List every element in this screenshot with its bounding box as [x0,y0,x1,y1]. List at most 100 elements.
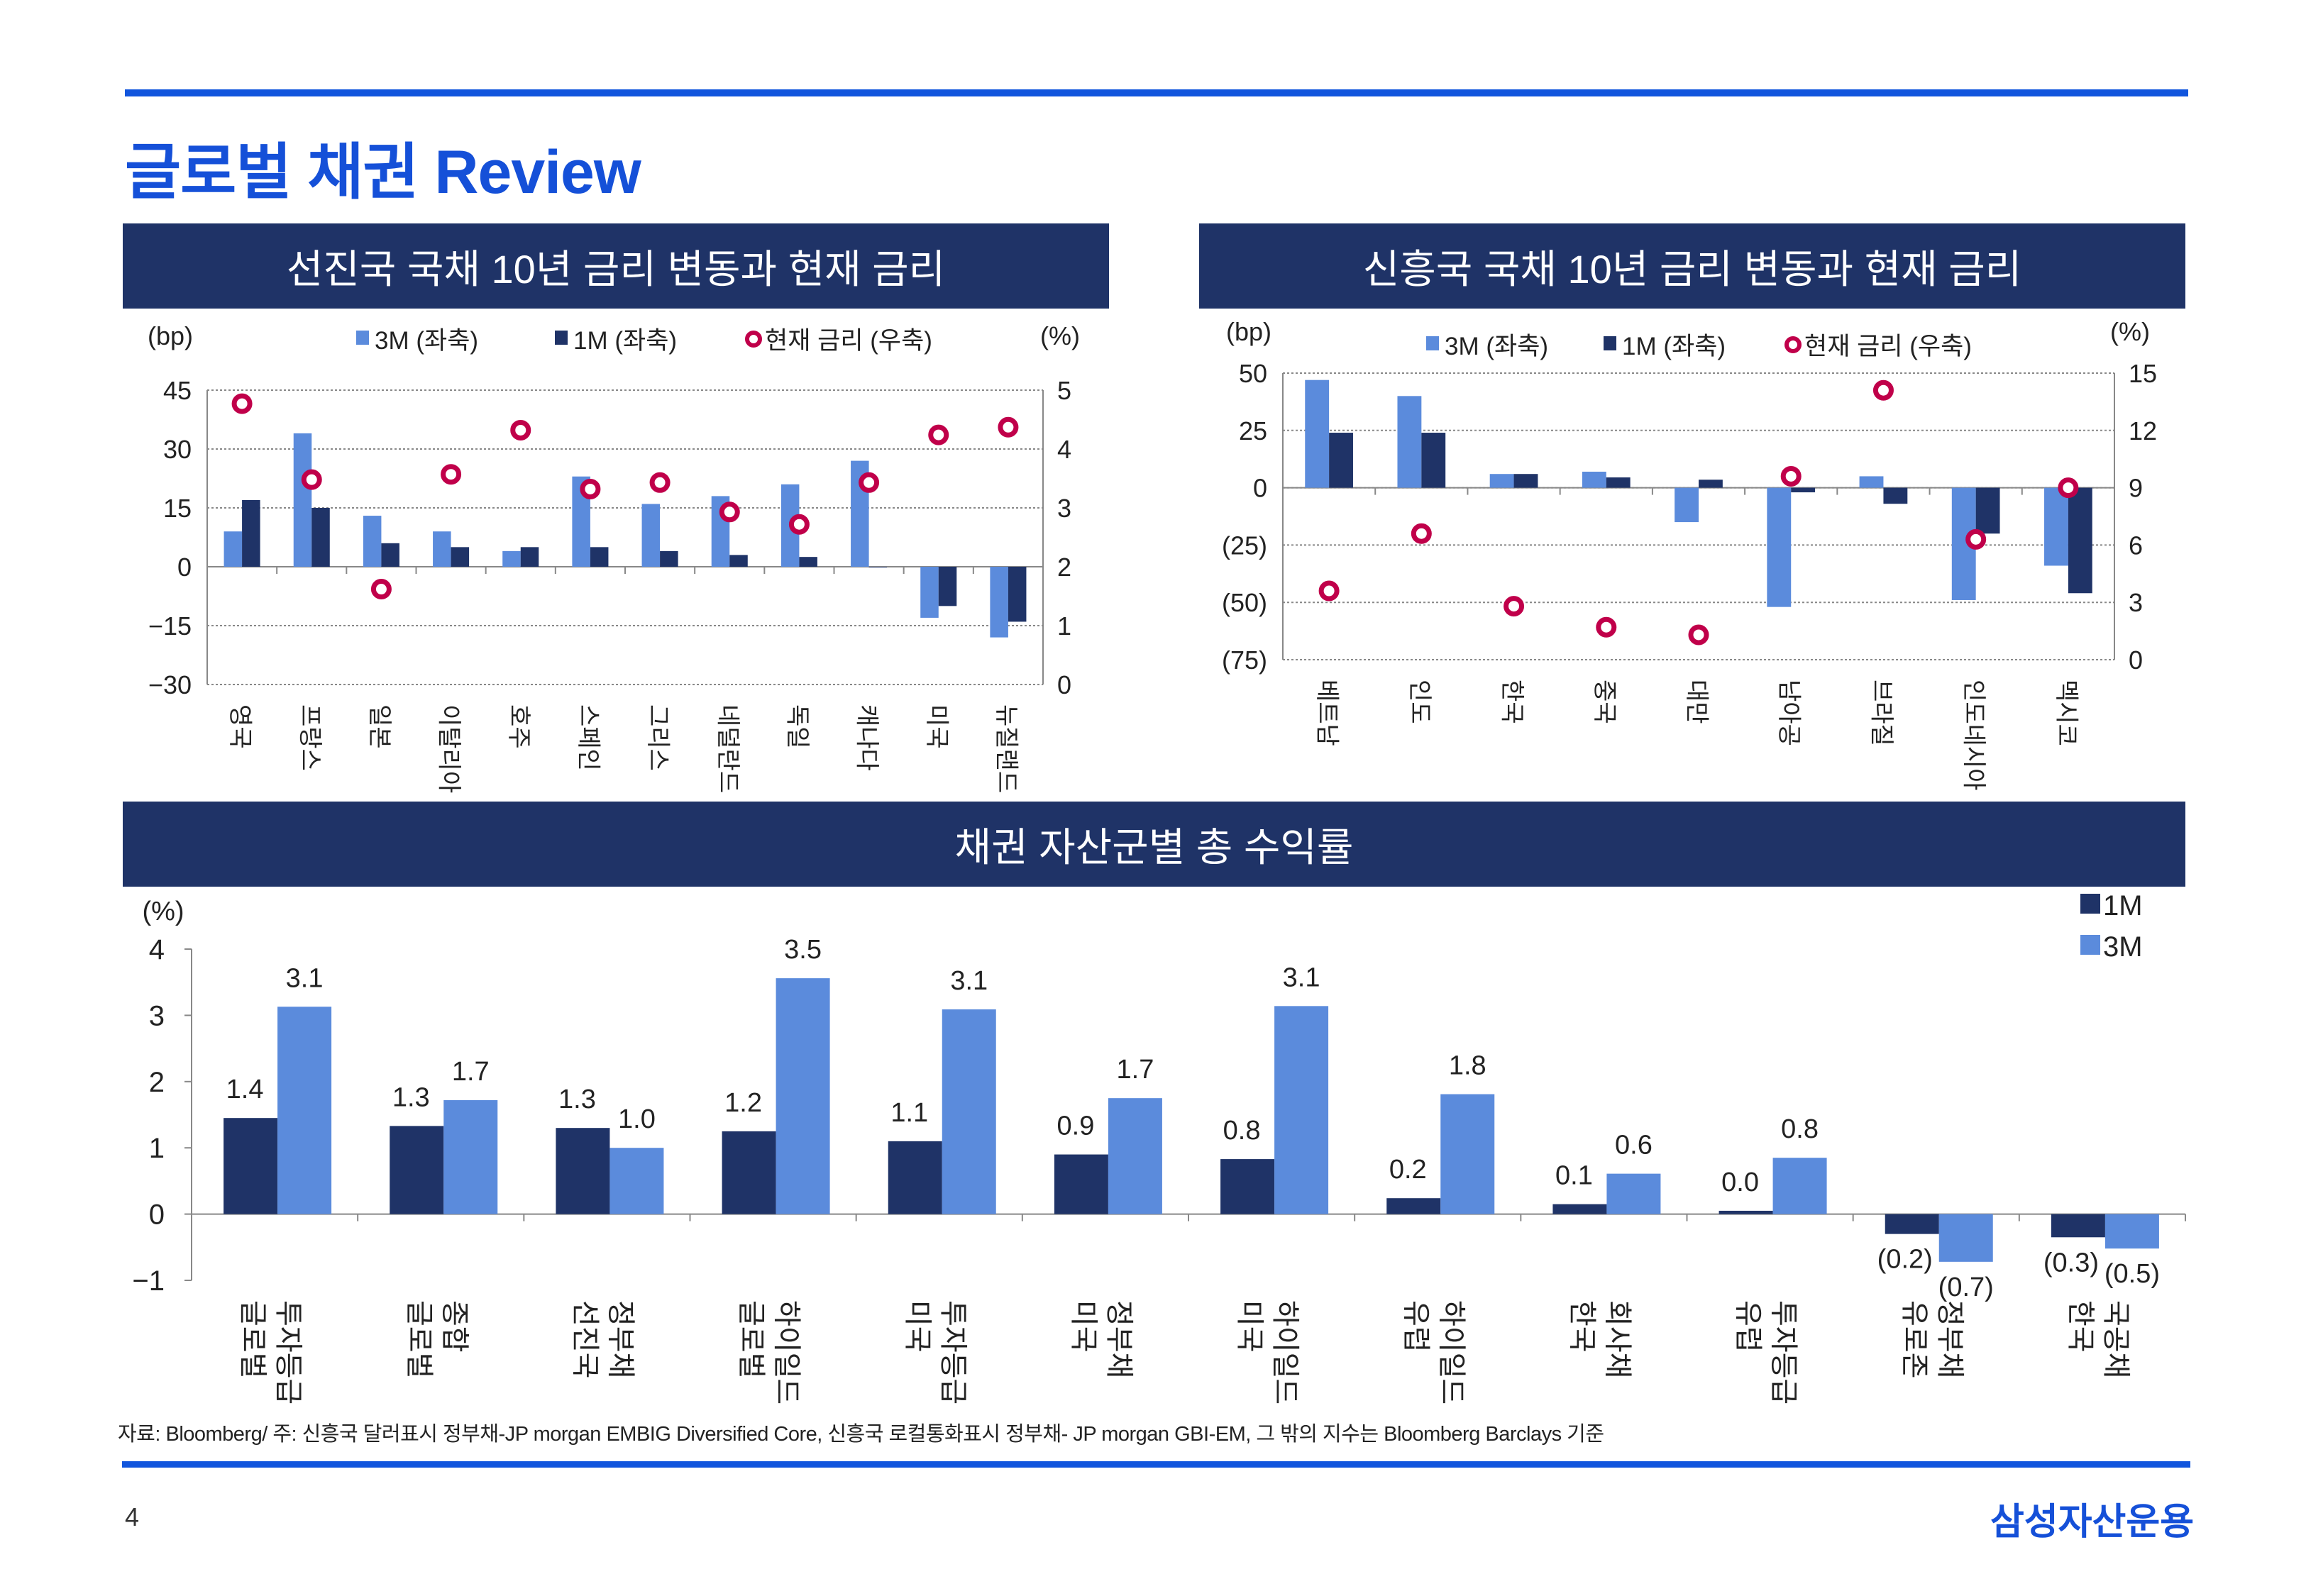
chart1-ytick-right: 1 [1057,611,1071,641]
chart1-bar-1m [381,543,399,567]
chart1-legend-rate-label: 현재 금리 (우축) [765,327,932,355]
chart1-rate-marker [441,464,462,485]
chart1-bar-3m [433,531,451,567]
chart2-bar-1m [1606,477,1631,488]
chart1-category-label: 그리스 [644,704,671,771]
chart1-bar-3m [641,504,661,567]
chart3-legend-3m-label: 3M [2103,931,2143,963]
chart1-bar-1m [660,550,678,567]
chart1-category-label: 영국 [226,704,253,749]
page-number: 4 [125,1502,140,1531]
chart1-bar-1m [799,557,817,567]
chart3-bar-3m [2104,1214,2159,1249]
chart3-data-label-1m: 1.3 [558,1085,596,1114]
chart3-data-label-3m: (0.7) [1938,1273,1994,1302]
chart3-bar-1m [1220,1159,1275,1214]
chart3-title-banner: 채권 자산군별 총 수익률 [123,802,2185,887]
chart3-bar-1m [1552,1204,1607,1214]
chart3-category-label-line2: 투자등급 [937,1300,969,1404]
chart2-rate-marker [1596,616,1617,638]
chart2-bar-1m [2068,487,2092,594]
chart3-category-label-line2: 회사채 [1601,1300,1633,1378]
chart1-ytick-left: 45 [163,376,192,405]
chart3-category-label-line2: 하이일드 [1269,1300,1301,1404]
chart2-rate-marker [1965,528,1987,550]
chart2-bar-1m [1329,433,1353,488]
chart3-ytick: −1 [132,1265,165,1297]
chart1-category-label: 호주 [505,704,532,749]
chart2-ytick-right: 0 [2129,645,2143,675]
chart1-category-label: 이탈리아 [436,704,463,793]
chart2-category-label: 멕시코 [2053,680,2080,746]
chart1-ytick-right: 3 [1057,494,1071,523]
chart3-bar-1m [1719,1210,1773,1214]
chart3-category-label-line2: 하이일드 [1435,1300,1467,1404]
chart2-ytick-right: 3 [2129,588,2143,617]
chart3-data-label-1m: 1.4 [226,1075,264,1104]
chart3-category-label-line2: 하이일드 [771,1300,802,1404]
chart3-legend-1m-swatch [2080,894,2100,914]
chart3-data-label-3m: 3.1 [950,966,988,996]
chart3-bar-1m [224,1118,278,1214]
chart1-ytick-right: 0 [1057,670,1071,699]
chart1-ylabel-left: (bp) [148,321,193,350]
chart2-bar-3m [1305,379,1330,488]
chart1-rate-marker [510,419,531,440]
chart3-category-label-line1: 미국 [1068,1300,1099,1353]
chart3-bar-3m [1772,1158,1827,1214]
chart1-bar-3m [293,433,312,567]
chart3-category-label-line1: 선진국 [569,1300,600,1378]
chart1-ytick-right: 4 [1057,435,1071,464]
chart3-category-label-line1: 유럽 [1400,1300,1431,1353]
chart2-bar-3m [1582,471,1606,488]
chart3-bar-1m [1054,1154,1108,1214]
chart3-bar-1m [2051,1214,2105,1238]
chart3-data-label-1m: 0.2 [1389,1155,1427,1185]
chart3-category-label-line2: 정부채 [1934,1300,1965,1378]
chart1-bar-3m [502,550,521,567]
chart2-rate-marker [1504,596,1525,617]
chart1-bar-1m [242,499,260,567]
chart1-category-label: 일본 [365,704,392,749]
chart1-bar-3m [363,516,382,567]
chart3-ytick: 1 [149,1133,165,1164]
chart2-legend-3m-label: 3M (좌축) [1445,333,1548,360]
chart1-legend-1m-swatch [555,331,568,345]
chart2-ytick-left: (25) [1222,531,1267,560]
chart3-data-label-3m: 0.6 [1615,1131,1653,1160]
chart3-bar-1m [722,1131,776,1214]
chart1-category-label: 네덜란드 [714,704,741,793]
chart1-bar-1m [451,547,470,567]
chart2-category-label: 한국 [1499,680,1526,724]
chart2-bar-3m [2044,487,2068,566]
chart1-legend-3m-swatch [356,331,369,345]
chart2-category-label: 중국 [1591,680,1618,724]
chart3-category-label-line1: 글로벌 [403,1300,434,1378]
top-rule [125,89,2188,96]
chart2-legend-3m-swatch [1426,336,1439,350]
chart3-bar-3m [609,1148,664,1214]
chart3-ytick: 4 [149,934,165,965]
chart1-bar-1m [729,555,748,567]
chart3-bar-1m [888,1141,942,1214]
chart3-data-label-1m: 0.9 [1057,1112,1095,1141]
chart1-category-label: 미국 [923,704,950,749]
page-title: 글로벌 채권 Review [125,138,641,206]
chart3-data-label-3m: 1.7 [1117,1055,1154,1085]
chart3-category-label-line2: 정부채 [605,1300,636,1378]
chart3-data-label-1m: 1.3 [392,1082,430,1112]
chart1-bar-1m [1008,567,1027,622]
chart2-legend-1m-label: 1M (좌축) [1622,333,1726,360]
chart2-bar-3m [1767,487,1792,607]
chart3-data-label-3m: 1.0 [618,1104,656,1134]
chart3-data-label-1m: 0.8 [1223,1116,1261,1146]
chart3-data-label-3m: (0.5) [2104,1259,2160,1289]
chart2-category-label: 인도 [1406,680,1433,724]
chart1-category-label: 독일 [783,704,810,749]
chart1-category-label: 캐나다 [854,704,881,771]
chart2-legend-rate-label: 현재 금리 (우축) [1804,333,1972,360]
chart1-ytick-right: 2 [1057,553,1071,582]
chart3-category-label-line2: 투자등급 [272,1300,304,1404]
chart3-category-label-line2: 국공채 [2100,1300,2131,1378]
chart1-bar-3m [920,567,939,618]
